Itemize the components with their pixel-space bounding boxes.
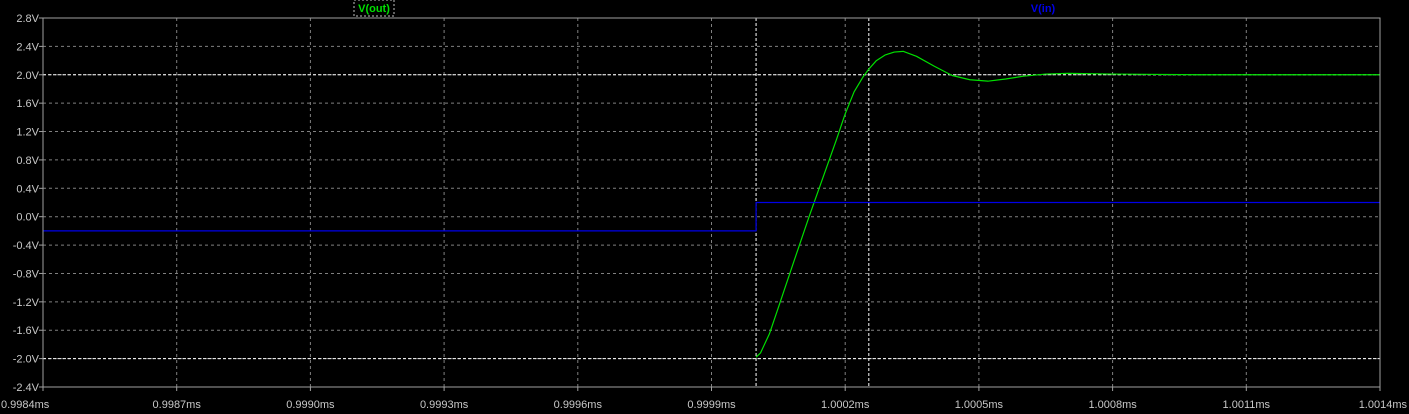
- y-tick-label: -0.8V: [13, 268, 40, 280]
- y-tick-label: 0.4V: [16, 183, 39, 195]
- x-tick-label: 1.0002ms: [821, 399, 870, 411]
- y-axis-ticks: 2.8V 2.4V 2.0V 1.6V 1.2V 0.8V 0.4V 0.0V -0.4V -0.…: [13, 13, 43, 394]
- y-tick-label: -0.4V: [13, 240, 40, 252]
- legend-entry: V(out): [358, 3, 390, 15]
- legend: V(out) V(in): [353, 0, 1056, 17]
- series-line-v-in: [43, 201, 1380, 232]
- grid-lines: [43, 18, 1380, 387]
- y-tick-label: -1.2V: [13, 297, 40, 309]
- x-tick-label: 1.0011ms: [1223, 399, 1271, 411]
- y-tick-label: -2.4V: [13, 382, 40, 394]
- y-tick-label: 0.0V: [16, 212, 39, 224]
- series-line-v-out: [755, 50, 1380, 358]
- cursor-lines[interactable]: [43, 18, 1380, 387]
- x-tick-label: 0.9996ms: [554, 399, 603, 411]
- legend-selected-box: [353, 0, 395, 17]
- x-tick-label: 1.0008ms: [1088, 399, 1137, 411]
- y-tick-label: -1.6V: [13, 325, 40, 337]
- legend-entry: V(in): [1031, 3, 1056, 15]
- y-tick-label: 1.6V: [16, 98, 39, 110]
- y-tick-label: -2.0V: [13, 354, 40, 366]
- x-tick-label: 0.9990ms: [286, 399, 335, 411]
- y-tick-label: 1.2V: [16, 127, 39, 139]
- x-tick-label: 0.9987ms: [153, 399, 202, 411]
- y-tick-label: 2.8V: [16, 13, 39, 25]
- x-tick-label: 1.0005ms: [955, 399, 1004, 411]
- y-tick-label: 0.8V: [16, 155, 39, 167]
- x-tick-label: 0.9993ms: [420, 399, 469, 411]
- x-tick-label: 0.9984ms: [1, 399, 50, 411]
- y-tick-label: 2.0V: [16, 70, 39, 82]
- series-group: [43, 50, 1380, 358]
- x-tick-label: 1.0014ms: [1359, 399, 1408, 411]
- x-tick-label: 0.9999ms: [687, 399, 736, 411]
- y-tick-label: 2.4V: [16, 41, 39, 53]
- x-axis-ticks: 0.9984ms 0.9987ms 0.9990ms 0.9993ms 0.9996ms…: [1, 387, 1407, 411]
